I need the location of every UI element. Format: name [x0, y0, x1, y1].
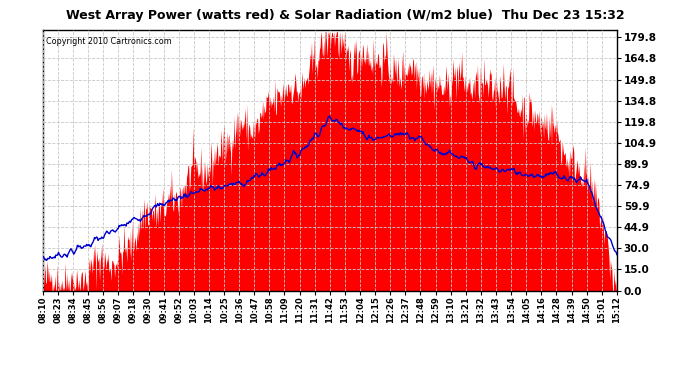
- Text: Copyright 2010 Cartronics.com: Copyright 2010 Cartronics.com: [46, 36, 171, 45]
- Text: West Array Power (watts red) & Solar Radiation (W/m2 blue)  Thu Dec 23 15:32: West Array Power (watts red) & Solar Rad…: [66, 9, 624, 22]
